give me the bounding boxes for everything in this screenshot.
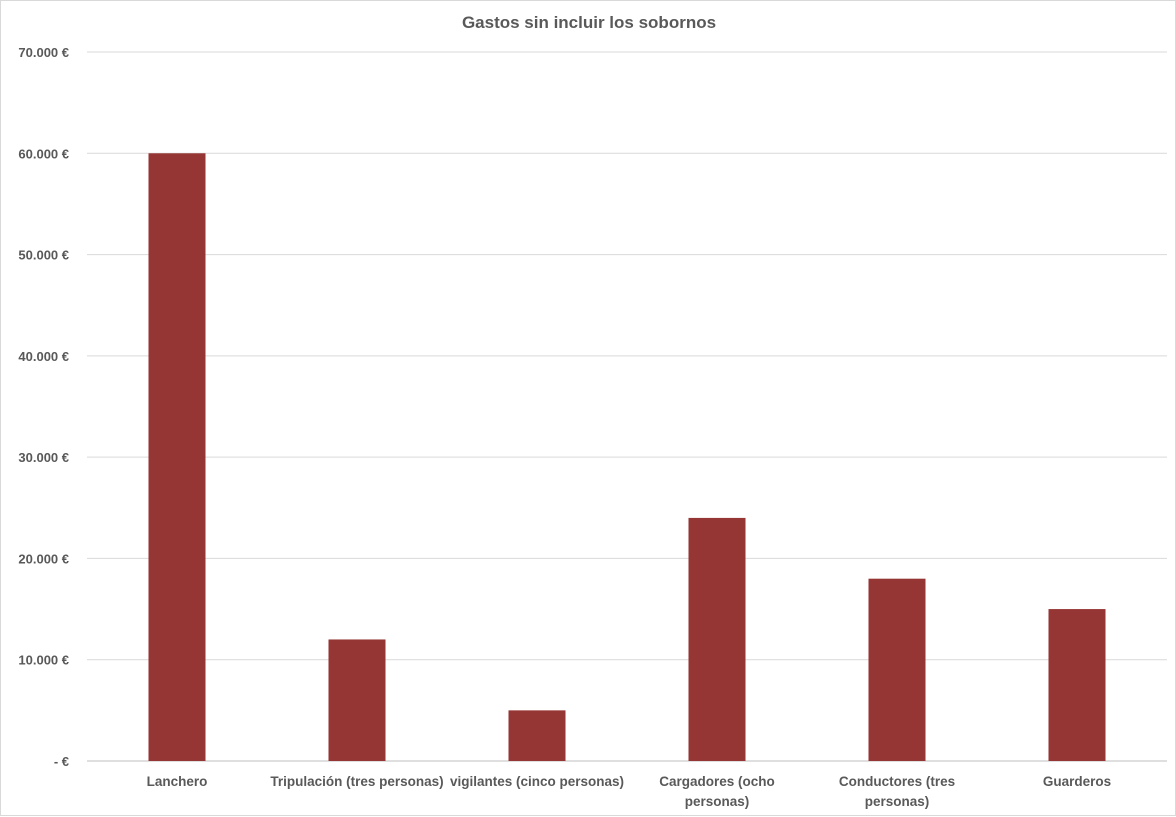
- category-label: Guarderos: [1043, 774, 1111, 789]
- y-tick-label: 50.000 €: [18, 248, 69, 263]
- category-label: Cargadores (ocho: [659, 774, 775, 789]
- category-label: vigilantes (cinco personas): [450, 774, 624, 789]
- chart-title: Gastos sin incluir los sobornos: [461, 13, 717, 32]
- y-tick-label: - €: [54, 754, 69, 769]
- bar: [868, 578, 926, 761]
- y-tick-label: 60.000 €: [18, 146, 69, 161]
- category-label: Conductores (tres: [839, 774, 955, 789]
- y-tick-label: 70.000 €: [18, 45, 69, 60]
- category-label: personas): [865, 794, 930, 809]
- bar: [508, 710, 566, 761]
- y-tick-label: 20.000 €: [18, 551, 69, 566]
- category-label: personas): [685, 794, 750, 809]
- bar: [328, 639, 386, 761]
- bar: [1048, 609, 1106, 761]
- category-label: Tripulación (tres personas): [270, 774, 443, 789]
- y-tick-label: 10.000 €: [18, 653, 69, 668]
- y-tick-label: 40.000 €: [18, 349, 69, 364]
- bar: [688, 517, 746, 761]
- category-label: Lanchero: [147, 774, 208, 789]
- bar: [148, 153, 206, 762]
- y-tick-label: 30.000 €: [18, 450, 69, 465]
